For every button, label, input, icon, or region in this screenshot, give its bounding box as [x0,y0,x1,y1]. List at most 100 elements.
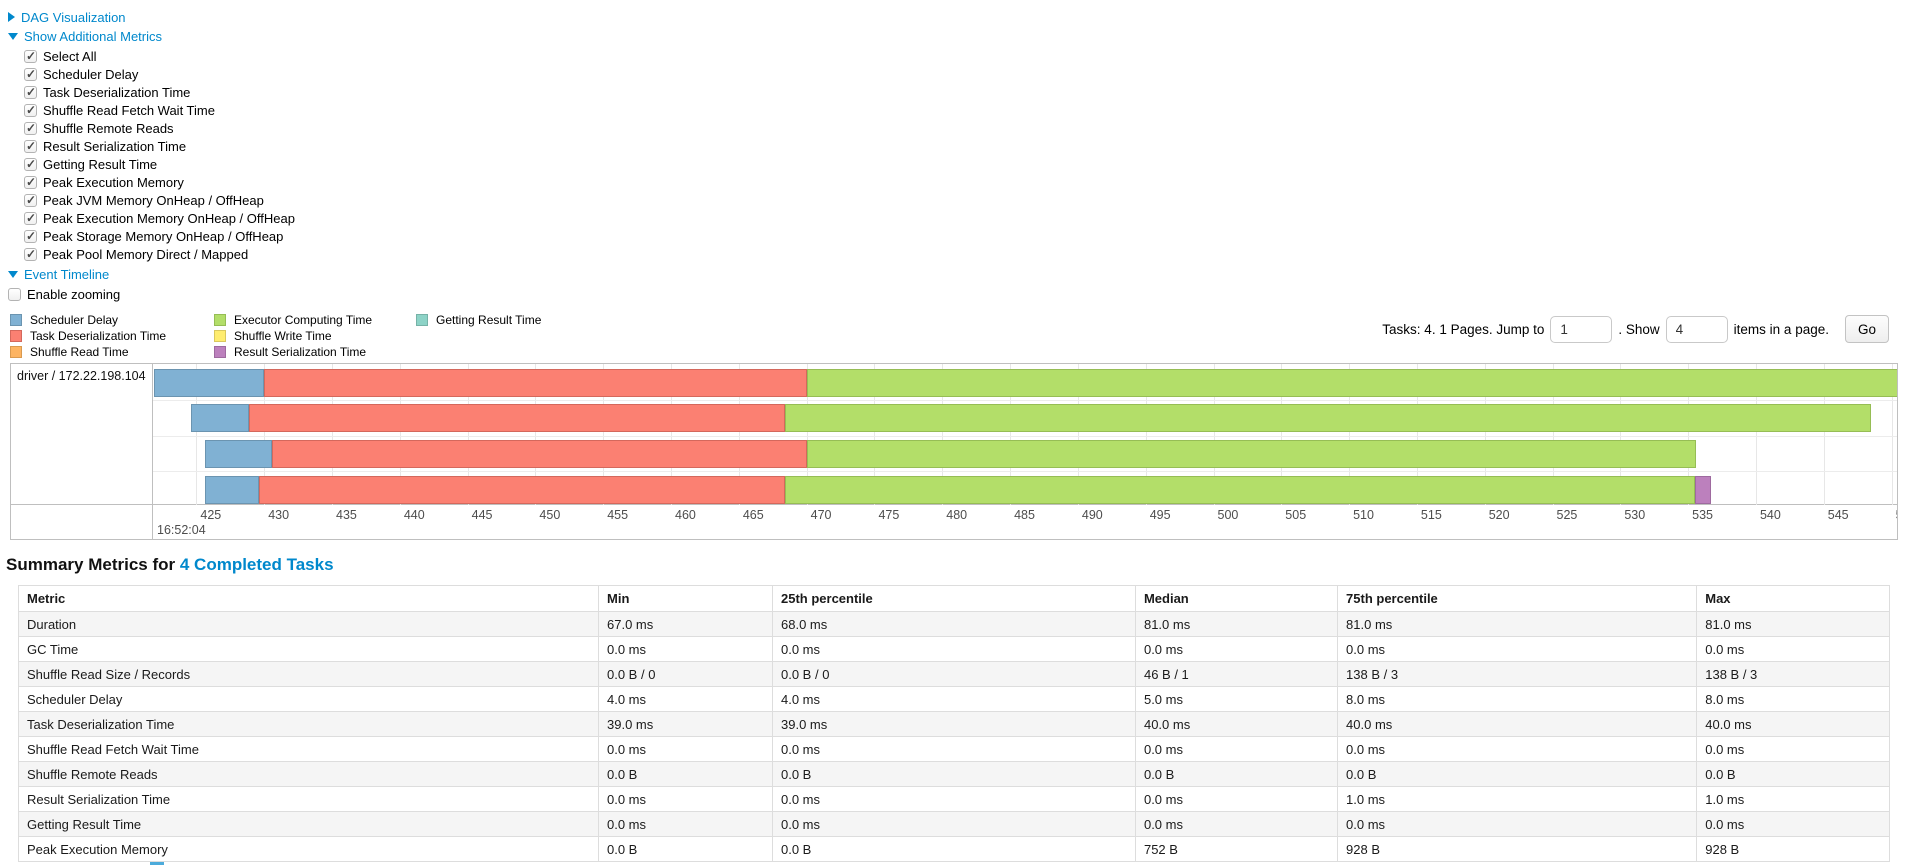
metric-checkbox[interactable] [24,193,37,207]
event-timeline-link[interactable]: Event Timeline [24,266,110,282]
axis-major-time-label: 16:52:04 [157,523,206,537]
legend-item: Task Deserialization Time [10,329,190,343]
task-row-1-scheduler-delay-segment[interactable] [154,369,265,397]
summary-table-cell: 0.0 ms [1337,811,1698,837]
summary-table-cell: 8.0 ms [1696,686,1890,712]
metric-checkbox[interactable] [24,121,37,135]
summary-table-cell: 0.0 B [598,761,773,787]
metric-checkbox[interactable] [24,85,37,99]
legend-label: Task Deserialization Time [30,329,167,343]
summary-column-header: Max [1696,585,1890,612]
metric-checkbox-item: Task Deserialization Time [24,83,1907,101]
metric-checkbox-label: Peak Execution Memory [43,174,184,190]
metric-checkbox[interactable] [24,247,37,261]
legend-label: Shuffle Write Time [234,329,332,343]
dag-visualization-toggle[interactable]: DAG Visualization [8,9,1907,25]
enable-zooming-checkbox[interactable] [8,288,21,301]
summary-table-row: Peak Execution Memory 0.0 B 0.0 B 752 B 928 … [18,836,1890,862]
summary-table-cell: Scheduler Delay [18,686,599,712]
summary-table-cell: 0.0 ms [598,736,773,762]
metric-checkbox[interactable] [24,49,37,63]
task-deserialization-swatch-icon [10,330,22,342]
metric-checkbox[interactable] [24,157,37,171]
summary-table-cell: 4.0 ms [598,686,773,712]
go-button[interactable]: Go [1844,315,1889,343]
show-additional-metrics-toggle[interactable]: Show Additional Metrics [8,28,1907,44]
chevron-down-icon[interactable] [8,270,18,278]
cut-off-next-section-sliver [150,862,164,865]
task-row-3-task-deserialization-segment[interactable] [272,440,807,468]
gridline [332,364,333,505]
gridline [1620,364,1622,505]
metric-checkbox-item: Peak Execution Memory OnHeap / OffHeap [24,209,1907,227]
axis-tick-label: 545 [1827,508,1849,522]
metric-checkbox[interactable] [24,211,37,225]
summary-table-cell: 0.0 ms [1134,636,1339,662]
task-row-4-result-serialization-segment[interactable] [1694,476,1712,504]
summary-table-cell: 8.0 ms [1337,686,1698,712]
metric-checkbox-item: Shuffle Read Fetch Wait Time [24,101,1907,119]
gridline [738,364,740,505]
metric-checkbox-label: Peak Execution Memory OnHeap / OffHeap [43,210,295,226]
metric-checkbox-item: Getting Result Time [24,155,1907,173]
summary-table-cell: 40.0 ms [1696,711,1890,737]
summary-table-cell: Result Serialization Time [18,786,599,812]
gridline [942,364,944,505]
legend-item: Scheduler Delay [10,313,190,327]
axis-tick-label: 465 [742,508,764,522]
summary-table-cell: 928 B [1337,836,1698,862]
task-row-2-task-deserialization-segment[interactable] [249,404,785,432]
axis-tick-label: 485 [1014,508,1035,522]
task-row-1-task-deserialization-segment[interactable] [264,369,807,397]
task-row-3-scheduler-delay-segment[interactable] [204,440,273,468]
summary-table-cell: Getting Result Time [18,811,599,837]
summary-table-cell: 0.0 ms [1696,636,1890,662]
axis-tick-label: 425 [200,508,222,522]
summary-table-cell: 68.0 ms [772,611,1136,637]
items-per-page-input[interactable] [1665,315,1728,343]
summary-table-row: Shuffle Remote Reads 0.0 B 0.0 B 0.0 B 0.0 B… [18,761,1890,787]
axis-tick-label: 460 [675,508,696,522]
axis-tick-label: 500 [1217,508,1239,522]
summary-table-row: Shuffle Read Size / Records 0.0 B / 0 0.0 … [18,661,1890,687]
show-additional-metrics-link[interactable]: Show Additional Metrics [24,28,163,44]
task-row-2-scheduler-delay-segment[interactable] [190,404,250,432]
axis-tick-label: 475 [878,508,900,522]
event-timeline-toggle[interactable]: Event Timeline [8,266,1907,282]
gridline [399,364,401,505]
task-row-1-executor-computing-segment[interactable] [806,369,1897,397]
chevron-down-icon[interactable] [8,32,18,40]
metric-checkbox[interactable] [24,103,37,117]
summary-table-row: GC Time 0.0 ms 0.0 ms 0.0 ms 0.0 ms 0.0 ms [18,636,1890,662]
metric-checkbox-label: Shuffle Read Fetch Wait Time [43,102,215,118]
task-row-2-executor-computing-segment[interactable] [784,404,1872,432]
task-row-3-executor-computing-segment[interactable] [806,440,1697,468]
axis-tick-label: 455 [607,508,629,522]
completed-tasks-link[interactable]: 4 Completed Tasks [179,555,334,574]
axis-tick-label: 520 [1488,508,1510,522]
metric-checkbox-label: Getting Result Time [43,156,158,172]
legend-label: Executor Computing Time [234,313,373,327]
summary-table-cell: 0.0 ms [1337,636,1698,662]
summary-table-cell: 0.0 B [772,761,1136,787]
summary-table-row: Task Deserialization Time 39.0 ms 39.0 ms 4… [18,711,1890,737]
metric-checkbox[interactable] [24,67,37,81]
executor-group-column: driver / 172.22.198.104 [11,364,153,539]
task-row-4-scheduler-delay-segment[interactable] [204,476,259,504]
summary-table-row: Shuffle Read Fetch Wait Time 0.0 ms 0.0 ms… [18,736,1890,762]
task-row-4-executor-computing-segment[interactable] [784,476,1695,504]
metric-checkbox[interactable] [24,229,37,243]
chevron-right-icon[interactable] [8,12,15,22]
summary-table-cell: 4.0 ms [772,686,1136,712]
gridline [1416,364,1418,505]
task-row-4-task-deserialization-segment[interactable] [258,476,785,504]
metric-checkbox[interactable] [24,175,37,189]
dag-visualization-link[interactable]: DAG Visualization [21,9,126,25]
summary-table-cell: 0.0 B [1337,761,1698,787]
gridline [1823,364,1825,505]
metric-checkbox[interactable] [24,139,37,153]
summary-table-cell: 0.0 B / 0 [772,661,1136,687]
row-separator [153,471,1897,472]
jump-to-page-input[interactable] [1550,315,1613,343]
gridline [1213,364,1215,505]
